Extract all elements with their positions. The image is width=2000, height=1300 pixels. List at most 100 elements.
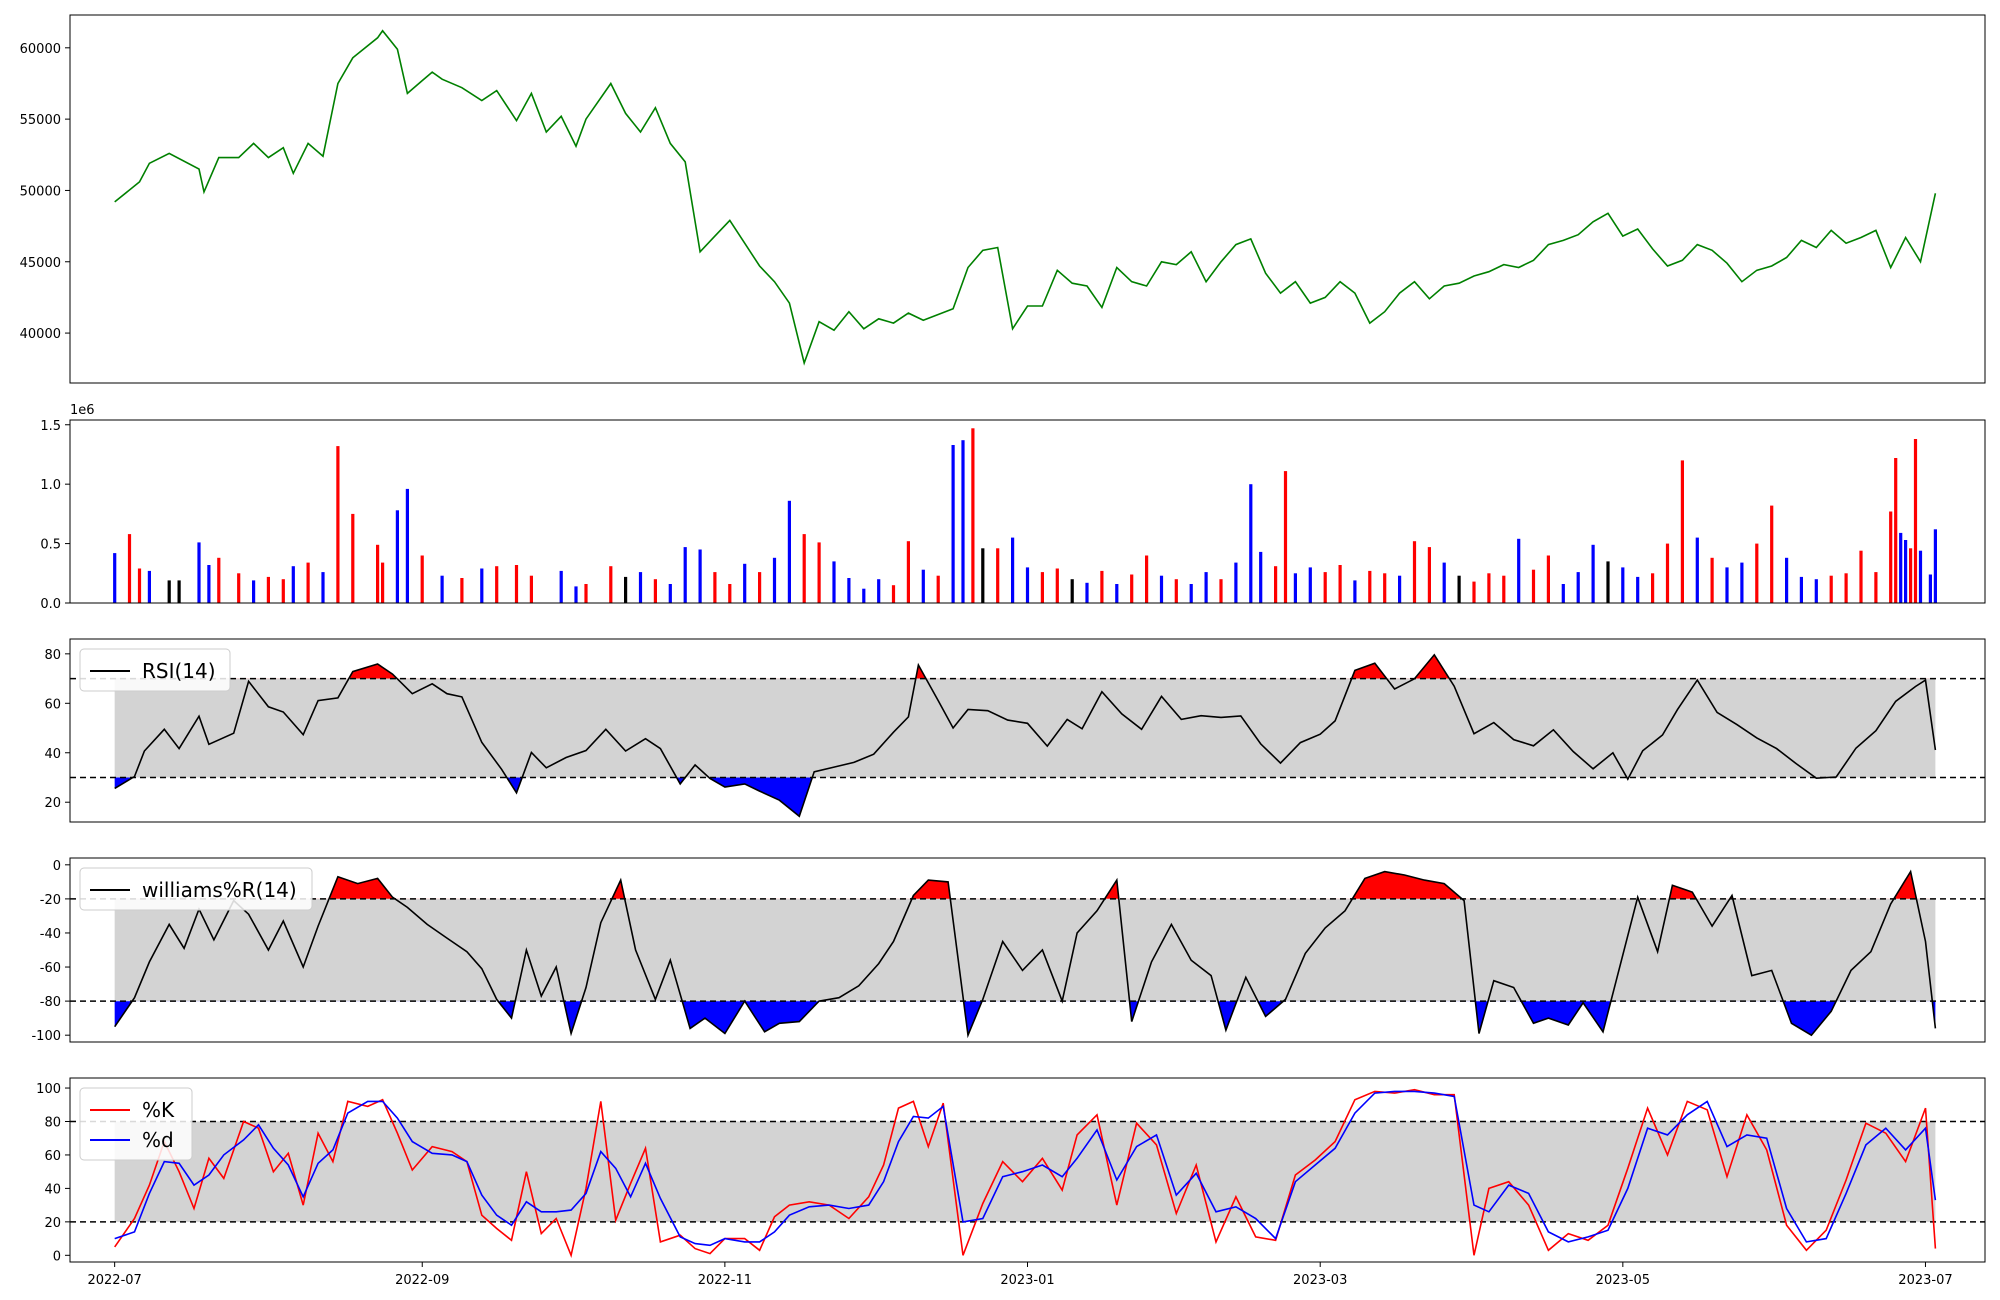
x-tick-label: 2023-01 <box>1000 1273 1054 1288</box>
williams-line <box>114 869 1937 1039</box>
williams-ytick-label: -100 <box>31 1029 61 1044</box>
volume-bar <box>1651 573 1655 603</box>
volume-bar <box>351 513 355 603</box>
volume-bar <box>1040 572 1044 603</box>
price-ytick-label: 55000 <box>20 113 61 128</box>
volume-bar <box>440 575 444 603</box>
williams-ytick-label: -80 <box>40 995 61 1010</box>
stoch-ytick-label: 40 <box>44 1182 61 1197</box>
volume-bar <box>921 569 925 603</box>
volume-bar <box>1274 566 1278 603</box>
rsi-ytick-label: 20 <box>44 796 61 811</box>
volume-bar <box>802 534 806 603</box>
volume-bar <box>1502 575 1506 603</box>
volume-bar <box>1710 557 1714 603</box>
volume-ytick-label: 0.5 <box>40 538 61 553</box>
volume-bar <box>971 428 975 603</box>
volume-bar <box>127 534 132 603</box>
volume-bar <box>1115 584 1119 603</box>
volume-bar <box>877 579 881 603</box>
stoch-legend-label: %d <box>142 1128 174 1152</box>
volume-ytick-label: 0.0 <box>40 597 61 612</box>
volume-bar <box>1130 574 1134 603</box>
volume-bar <box>405 488 409 603</box>
williams-ytick-label: -60 <box>40 961 61 976</box>
volume-bar <box>1085 582 1089 603</box>
stoch-d-line <box>114 1090 1937 1247</box>
volume-bar <box>668 584 672 603</box>
volume-bar <box>1591 544 1595 603</box>
volume-bar <box>981 548 985 603</box>
volume-bar <box>113 553 117 603</box>
volume-bar <box>698 549 702 603</box>
volume-bar <box>381 562 385 603</box>
volume-bar <box>1249 484 1253 603</box>
x-tick-label: 2023-03 <box>1293 1273 1347 1288</box>
volume-bar <box>1928 574 1932 603</box>
volume-bar <box>1829 575 1833 603</box>
price-panel-frame <box>69 14 1986 384</box>
volume-bar <box>1665 543 1670 603</box>
volume-bar <box>1055 568 1059 603</box>
volume-bar <box>207 565 211 603</box>
volume-bar <box>376 544 380 603</box>
volume-bar <box>514 565 519 603</box>
volume-bar <box>480 568 484 603</box>
volume-bar <box>336 446 340 603</box>
x-tick-label: 2022-07 <box>87 1273 141 1288</box>
x-tick-label: 2022-11 <box>698 1273 752 1288</box>
volume-bar <box>1695 537 1699 603</box>
volume-bar <box>758 572 762 603</box>
williams-legend-label: williams%R(14) <box>142 878 297 902</box>
volume-bar <box>1234 562 1238 603</box>
volume-bar <box>1799 576 1803 603</box>
rsi-ytick-label: 80 <box>44 648 61 663</box>
volume-bar <box>1145 555 1149 603</box>
rsi-ytick-label: 60 <box>44 697 61 712</box>
volume-bar <box>1412 541 1417 603</box>
volume-bar <box>1338 565 1342 603</box>
volume-bar <box>961 440 965 603</box>
volume-bar <box>281 579 285 603</box>
volume-bar <box>1293 573 1297 603</box>
volume-bar <box>1353 580 1357 603</box>
volume-bar <box>1204 572 1208 603</box>
volume-bar <box>1894 458 1898 603</box>
volume-bar <box>1259 551 1263 603</box>
volume-bar <box>1899 532 1903 603</box>
price-ytick-label: 40000 <box>20 327 61 342</box>
volume-bar <box>1561 584 1565 603</box>
volume-bar <box>420 555 424 603</box>
volume-bar <box>1308 567 1312 603</box>
rsi-panel-frame <box>69 638 1986 823</box>
volume-bar <box>266 576 270 603</box>
volume-bar <box>1546 555 1550 603</box>
volume-bar <box>574 586 578 603</box>
volume-bar <box>167 580 171 603</box>
x-tick-label: 2023-05 <box>1596 1273 1650 1288</box>
volume-bar <box>395 510 399 603</box>
volume-bar <box>906 541 910 603</box>
volume-bar <box>584 584 588 603</box>
volume-bar <box>197 542 201 603</box>
volume-bar <box>713 572 717 603</box>
stoch-ytick-label: 20 <box>44 1216 61 1231</box>
volume-bar <box>1011 537 1015 603</box>
stoch-ytick-label: 60 <box>44 1149 61 1164</box>
volume-ytick-label: 1.0 <box>40 478 61 493</box>
volume-bar <box>1844 573 1848 603</box>
volume-bar <box>653 579 657 603</box>
volume-bar <box>1725 567 1729 603</box>
volume-bar <box>1025 567 1030 603</box>
volume-panel-frame <box>69 419 1986 604</box>
volume-bar <box>1174 579 1178 603</box>
rsi-ytick-label: 40 <box>44 747 61 762</box>
volume-bar <box>624 576 628 603</box>
volume-bar <box>683 547 687 603</box>
volume-bar <box>1442 562 1446 603</box>
volume-bar <box>1913 439 1918 603</box>
volume-bar <box>495 566 499 603</box>
stoch-ytick-label: 100 <box>36 1082 61 1097</box>
x-tick-label: 2022-09 <box>395 1273 449 1288</box>
